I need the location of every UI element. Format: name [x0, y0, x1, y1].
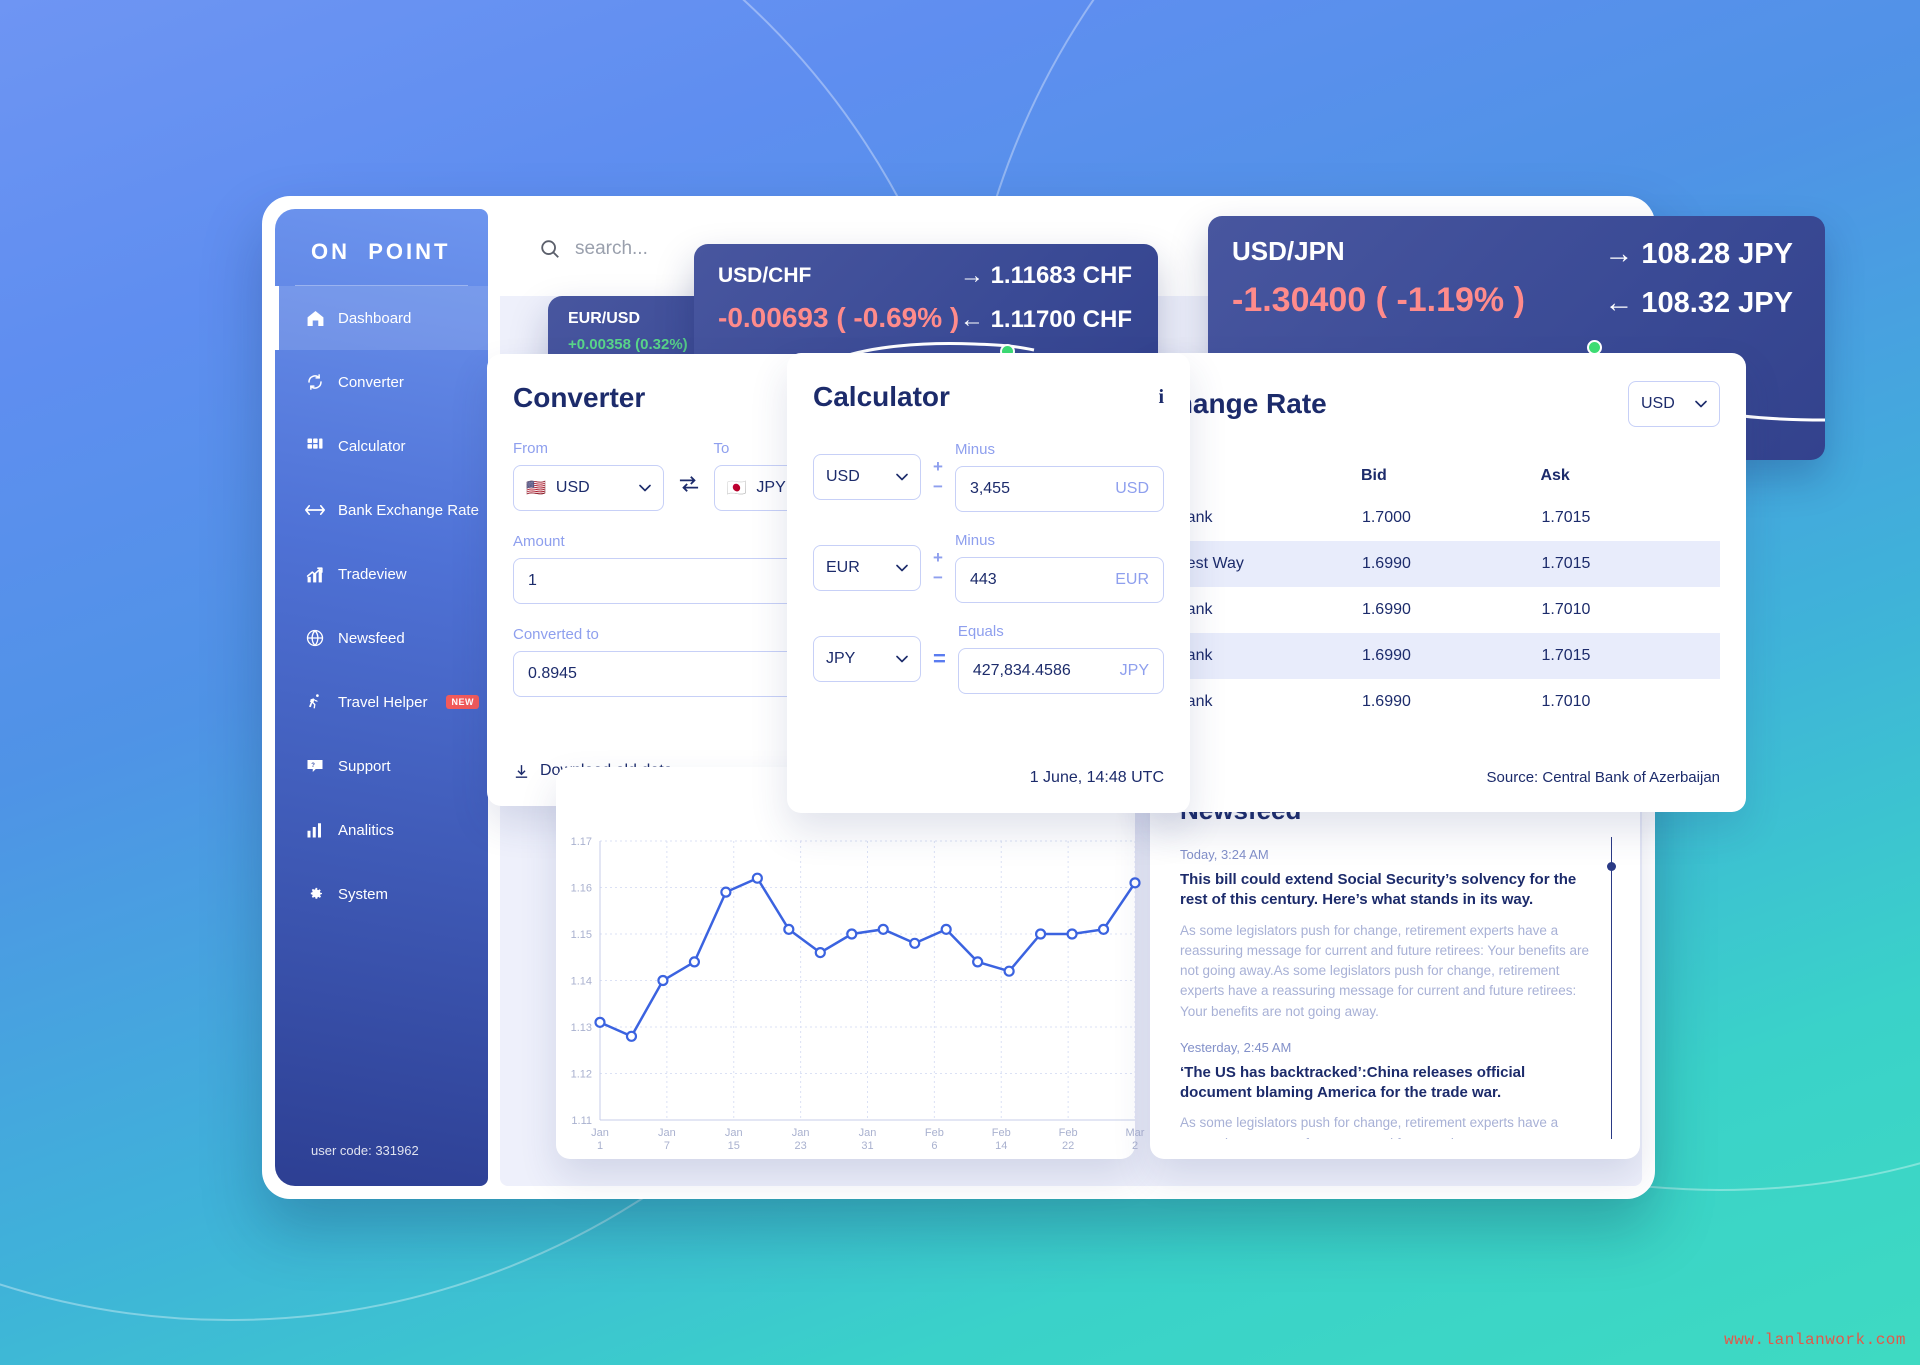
- svg-text:23: 23: [795, 1140, 807, 1150]
- svg-text:7: 7: [664, 1140, 670, 1150]
- svg-text:1.17: 1.17: [571, 836, 592, 848]
- svg-text:1.11: 1.11: [571, 1115, 592, 1127]
- svg-text:Jan: Jan: [591, 1127, 609, 1139]
- svg-text:1.14: 1.14: [571, 976, 592, 988]
- svg-text:31: 31: [861, 1140, 873, 1150]
- svg-text:Feb: Feb: [1059, 1127, 1078, 1139]
- svg-text:Jan: Jan: [725, 1127, 743, 1139]
- svg-text:22: 22: [1062, 1140, 1074, 1150]
- svg-text:2: 2: [1132, 1140, 1138, 1150]
- svg-text:1.16: 1.16: [571, 883, 592, 895]
- svg-text:15: 15: [728, 1140, 740, 1150]
- svg-text:6: 6: [931, 1140, 937, 1150]
- svg-text:Jan: Jan: [658, 1127, 676, 1139]
- svg-text:1: 1: [597, 1140, 603, 1150]
- svg-text:Jan: Jan: [859, 1127, 877, 1139]
- svg-text:1.13: 1.13: [571, 1022, 592, 1034]
- svg-text:Jan: Jan: [792, 1127, 810, 1139]
- svg-text:1.15: 1.15: [571, 929, 592, 941]
- svg-text:1.12: 1.12: [571, 1069, 592, 1081]
- svg-text:Feb: Feb: [925, 1127, 944, 1139]
- svg-text:Mar: Mar: [1126, 1127, 1145, 1139]
- svg-text:?: ?: [311, 763, 315, 769]
- svg-text:14: 14: [995, 1140, 1007, 1150]
- svg-text:Feb: Feb: [992, 1127, 1011, 1139]
